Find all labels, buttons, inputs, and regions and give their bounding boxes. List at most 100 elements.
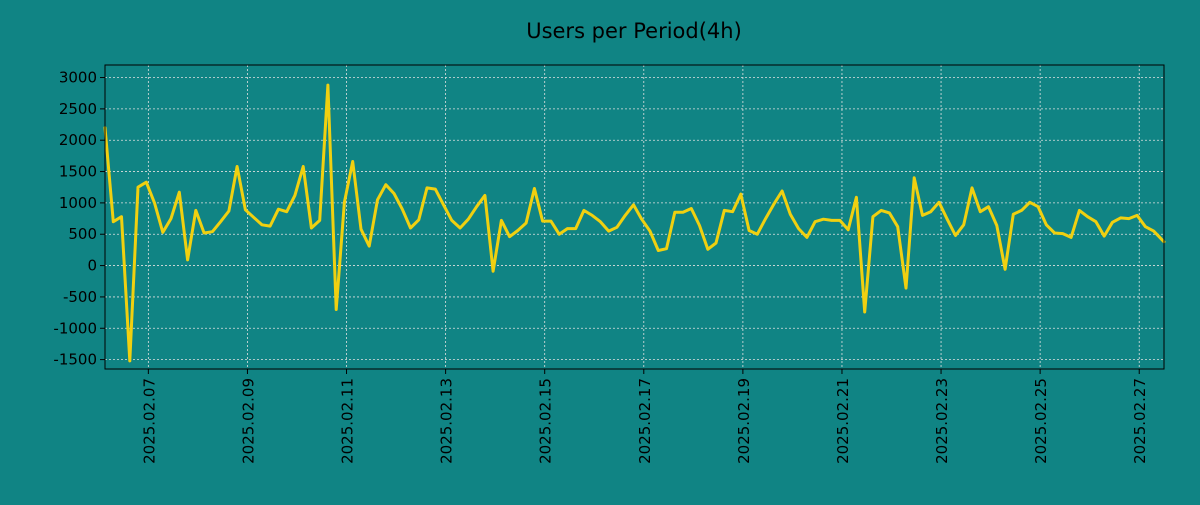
plot-area (105, 65, 1164, 369)
x-tick-label: 2025.02.07 (140, 378, 158, 464)
data-point (1053, 231, 1056, 235)
data-point (1069, 236, 1073, 239)
data-point (524, 221, 528, 225)
data-point (318, 219, 321, 222)
data-point (202, 231, 206, 235)
data-point (714, 241, 718, 245)
data-point (153, 201, 156, 205)
data-point (847, 228, 850, 231)
data-point (161, 231, 164, 234)
data-point (1003, 268, 1007, 271)
data-point (822, 218, 825, 221)
data-point (219, 220, 222, 223)
data-point (880, 209, 883, 212)
data-point (698, 224, 701, 227)
data-point (252, 216, 255, 219)
data-point (904, 286, 908, 290)
data-point (368, 244, 371, 248)
data-point (128, 359, 131, 363)
data-point (516, 229, 519, 232)
data-point (1127, 217, 1131, 220)
data-point (962, 223, 965, 226)
data-point (260, 223, 264, 226)
data-point (169, 217, 173, 220)
data-point (979, 210, 982, 213)
data-point (467, 218, 470, 221)
data-point (293, 194, 297, 197)
data-point (913, 176, 916, 179)
data-point (1012, 213, 1015, 216)
data-point (392, 192, 396, 195)
data-point (145, 181, 148, 184)
data-point (756, 233, 759, 236)
y-tick-label: -1500 (53, 351, 97, 369)
data-point (723, 209, 726, 212)
data-point (244, 208, 247, 211)
series-layer (103, 83, 1166, 363)
data-point (1103, 234, 1106, 238)
x-tick-label: 2025.02.09 (239, 378, 257, 464)
data-point (673, 211, 676, 214)
data-point (805, 236, 809, 239)
data-point (1086, 215, 1089, 218)
data-point (434, 187, 437, 191)
x-tick-label: 2025.02.23 (933, 378, 951, 464)
data-point (483, 194, 487, 197)
y-tick-label: 0 (87, 257, 97, 275)
plot-frame (104, 64, 1165, 370)
x-tick-label: 2025.02.25 (1032, 378, 1050, 464)
data-point (599, 220, 602, 223)
data-point (186, 258, 189, 262)
data-point (624, 214, 627, 217)
data-point (384, 183, 387, 186)
data-point (863, 310, 866, 314)
data-point (888, 211, 891, 215)
data-point (277, 208, 280, 211)
y-tick-label: -1000 (53, 319, 97, 337)
data-point (764, 217, 767, 220)
data-point (648, 229, 652, 233)
data-point (302, 165, 305, 168)
data-point (533, 187, 536, 190)
data-point (954, 234, 957, 237)
data-point (409, 226, 412, 230)
data-point (549, 219, 553, 223)
data-point (541, 219, 544, 223)
data-point (797, 227, 800, 230)
data-point (706, 248, 709, 251)
data-point (500, 219, 503, 222)
data-point (747, 229, 751, 232)
data-point (1045, 223, 1048, 226)
data-point (566, 227, 569, 230)
data-point (1135, 214, 1139, 217)
data-point (359, 228, 363, 231)
data-point (970, 186, 974, 190)
data-point (665, 247, 668, 250)
data-point (335, 308, 338, 311)
data-point (739, 192, 742, 196)
data-point (830, 219, 833, 222)
x-tick-label: 2025.02.17 (636, 378, 654, 464)
data-point (401, 208, 404, 211)
data-point (235, 165, 239, 168)
data-point (731, 210, 734, 213)
data-point (227, 209, 231, 213)
data-point (921, 214, 924, 217)
data-point (1061, 232, 1065, 235)
data-point (995, 224, 998, 227)
data-point (458, 226, 462, 230)
data-point (268, 224, 272, 228)
data-point (1078, 209, 1081, 212)
x-tick-label: 2025.02.11 (339, 378, 357, 464)
data-point (1028, 201, 1032, 204)
y-tick-label: 1000 (59, 194, 97, 212)
x-tick-label: 2025.02.13 (438, 378, 456, 464)
data-point (937, 201, 941, 204)
y-tick-label: 1500 (59, 163, 97, 181)
data-point (310, 226, 313, 230)
x-tick-label: 2025.02.27 (1131, 378, 1149, 464)
data-point (351, 160, 354, 163)
data-point (417, 218, 420, 221)
data-point (1020, 209, 1023, 212)
